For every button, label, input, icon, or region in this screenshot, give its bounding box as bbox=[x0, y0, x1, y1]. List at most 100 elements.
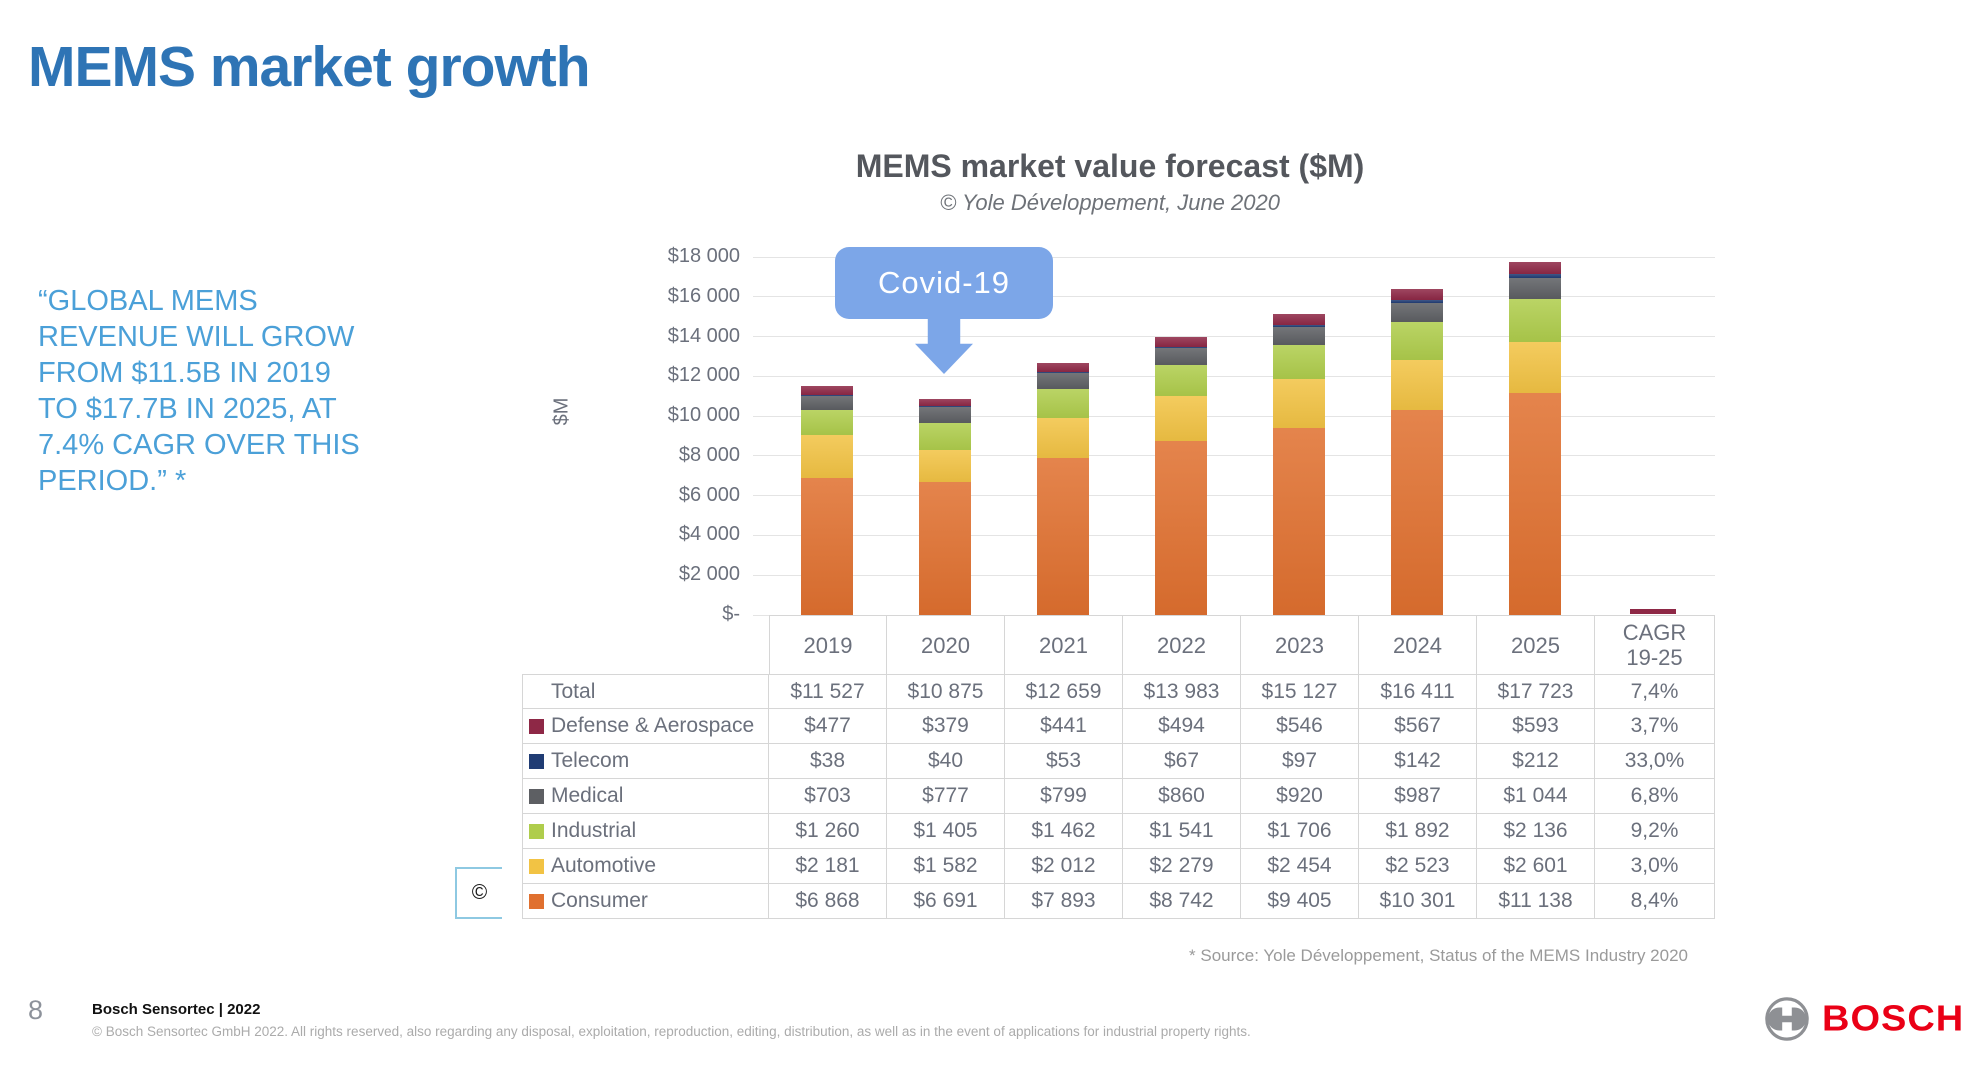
gridline bbox=[753, 415, 1715, 417]
cell-automotive-cagr-19-25: 3,0% bbox=[1595, 849, 1715, 884]
bar-segment-2023-medical bbox=[1273, 326, 1325, 346]
covid-callout: Covid-19 bbox=[835, 247, 1053, 319]
gridline bbox=[753, 574, 1715, 576]
y-tick-label: $4 000 bbox=[678, 523, 740, 546]
row-label-text: Consumer bbox=[551, 889, 648, 912]
gridline bbox=[753, 375, 1715, 377]
bar-segment-2020-industrial bbox=[919, 422, 971, 451]
row-label-text: Automotive bbox=[551, 854, 657, 877]
row-label-text: Telecom bbox=[551, 749, 630, 772]
bar-segment-2023-telecom bbox=[1273, 324, 1325, 327]
arrow-down-icon bbox=[915, 319, 973, 374]
bosch-wordmark: BOSCH bbox=[1822, 998, 1965, 1039]
cell-consumer-2023: $9 405 bbox=[1241, 884, 1359, 919]
table-header-2022: 2022 bbox=[1123, 615, 1241, 674]
bar-segment-2024-industrial bbox=[1391, 322, 1443, 360]
y-tick-label: $12 000 bbox=[667, 364, 740, 387]
row-label-medical: Medical bbox=[522, 779, 769, 814]
bar-segment-2021-industrial bbox=[1037, 388, 1089, 418]
cell-industrial-2021: $1 462 bbox=[1005, 814, 1123, 849]
cell-industrial-cagr-19-25: 9,2% bbox=[1595, 814, 1715, 849]
cell-defense-aerospace-2020: $379 bbox=[887, 709, 1005, 744]
row-label-automotive: Automotive bbox=[522, 849, 769, 884]
cell-medical-2023: $920 bbox=[1241, 779, 1359, 814]
bar-segment-2025-automotive bbox=[1509, 341, 1561, 394]
bar-segment-2020-medical bbox=[919, 407, 971, 423]
row-label-text: Medical bbox=[551, 784, 624, 807]
cagr-marker bbox=[1630, 609, 1676, 614]
cell-consumer-2025: $11 138 bbox=[1477, 884, 1595, 919]
y-tick-label: $8 000 bbox=[678, 443, 740, 466]
bar-segment-2019-telecom bbox=[801, 395, 853, 396]
legend-swatch-defense-aerospace bbox=[529, 718, 544, 734]
legend-swatch-automotive bbox=[529, 858, 544, 874]
gridline bbox=[753, 336, 1715, 338]
table-header-2021: 2021 bbox=[1005, 615, 1123, 674]
cell-automotive-2021: $2 012 bbox=[1005, 849, 1123, 884]
legend-swatch-telecom bbox=[529, 753, 544, 769]
cell-total-2019: $11 527 bbox=[769, 674, 887, 709]
row-label-industrial: Industrial bbox=[522, 814, 769, 849]
cell-consumer-2020: $6 691 bbox=[887, 884, 1005, 919]
chart-subtitle: © Yole Développement, June 2020 bbox=[940, 190, 1280, 215]
row-label-text: Industrial bbox=[551, 819, 637, 842]
cell-telecom-2023: $97 bbox=[1241, 744, 1359, 779]
chart-title: MEMS market value forecast ($M) bbox=[855, 148, 1365, 184]
cell-total-2024: $16 411 bbox=[1359, 674, 1477, 709]
cell-total-cagr-19-25: 7,4% bbox=[1595, 674, 1715, 709]
bar-segment-2023-industrial bbox=[1273, 345, 1325, 380]
cell-automotive-2023: $2 454 bbox=[1241, 849, 1359, 884]
cell-automotive-2019: $2 181 bbox=[769, 849, 887, 884]
cell-defense-aerospace-2023: $546 bbox=[1241, 709, 1359, 744]
bar-segment-2020-automotive bbox=[919, 450, 971, 482]
row-label-telecom: Telecom bbox=[522, 744, 769, 779]
bar-segment-2021-automotive bbox=[1037, 418, 1089, 459]
bar-segment-2021-medical bbox=[1037, 373, 1089, 389]
gridline bbox=[753, 495, 1715, 497]
bar-segment-2019-medical bbox=[801, 395, 853, 410]
table-header-spacer bbox=[522, 615, 769, 674]
cell-total-2025: $17 723 bbox=[1477, 674, 1595, 709]
bar-segment-2025-telecom bbox=[1509, 274, 1561, 279]
footer-brand-line: Bosch Sensortec | 2022 bbox=[92, 1001, 261, 1018]
y-tick-label: $2 000 bbox=[678, 563, 740, 586]
row-label-text: Defense & Aerospace bbox=[551, 714, 755, 737]
y-tick-label: $18 000 bbox=[667, 245, 740, 267]
row-label-defense-aerospace: Defense & Aerospace bbox=[522, 709, 769, 744]
row-label-text: Total bbox=[551, 679, 596, 703]
cell-telecom-2024: $142 bbox=[1359, 744, 1477, 779]
y-tick-label: $14 000 bbox=[667, 324, 740, 347]
bar-segment-2025-defense-aerospace bbox=[1509, 262, 1561, 275]
cell-defense-aerospace-2024: $567 bbox=[1359, 709, 1477, 744]
table-header-cagr-19-25: CAGR 19-25 bbox=[1595, 615, 1715, 674]
cell-defense-aerospace-2021: $441 bbox=[1005, 709, 1123, 744]
page-number: 8 bbox=[28, 995, 44, 1025]
cell-total-2022: $13 983 bbox=[1123, 674, 1241, 709]
row-label-consumer: Consumer bbox=[522, 884, 769, 919]
table-header-2019: 2019 bbox=[769, 615, 887, 674]
bar-segment-2021-telecom bbox=[1037, 371, 1089, 374]
cell-industrial-2020: $1 405 bbox=[887, 814, 1005, 849]
y-tick-label: $6 000 bbox=[678, 483, 740, 506]
legend-swatch-medical bbox=[529, 788, 544, 804]
quote-text: “GLOBAL MEMS REVENUE WILL GROW FROM $11.… bbox=[38, 285, 360, 497]
bar-segment-2024-automotive bbox=[1391, 359, 1443, 411]
bar-segment-2021-consumer bbox=[1037, 458, 1089, 615]
bar-segment-2024-defense-aerospace bbox=[1391, 288, 1443, 300]
cell-medical-2020: $777 bbox=[887, 779, 1005, 814]
cell-consumer-2021: $7 893 bbox=[1005, 884, 1123, 919]
cell-medical-2025: $1 044 bbox=[1477, 779, 1595, 814]
cell-medical-2022: $860 bbox=[1123, 779, 1241, 814]
page-title: MEMS market growth bbox=[28, 35, 591, 99]
cell-automotive-2020: $1 582 bbox=[887, 849, 1005, 884]
legend-swatch-consumer bbox=[529, 893, 544, 909]
market-data-table: 2019 2020 2021 2022 2023 2024 2025 CAGR 19-25 To… bbox=[522, 615, 1715, 919]
bar-segment-2024-telecom bbox=[1391, 299, 1443, 303]
bar-segment-2022-industrial bbox=[1155, 365, 1207, 396]
bar-segment-2019-industrial bbox=[801, 409, 853, 435]
row-label-total: Total bbox=[522, 674, 769, 709]
bar-segment-2025-medical bbox=[1509, 278, 1561, 300]
bar-segment-2022-automotive bbox=[1155, 395, 1207, 442]
cell-medical-2021: $799 bbox=[1005, 779, 1123, 814]
cell-automotive-2025: $2 601 bbox=[1477, 849, 1595, 884]
